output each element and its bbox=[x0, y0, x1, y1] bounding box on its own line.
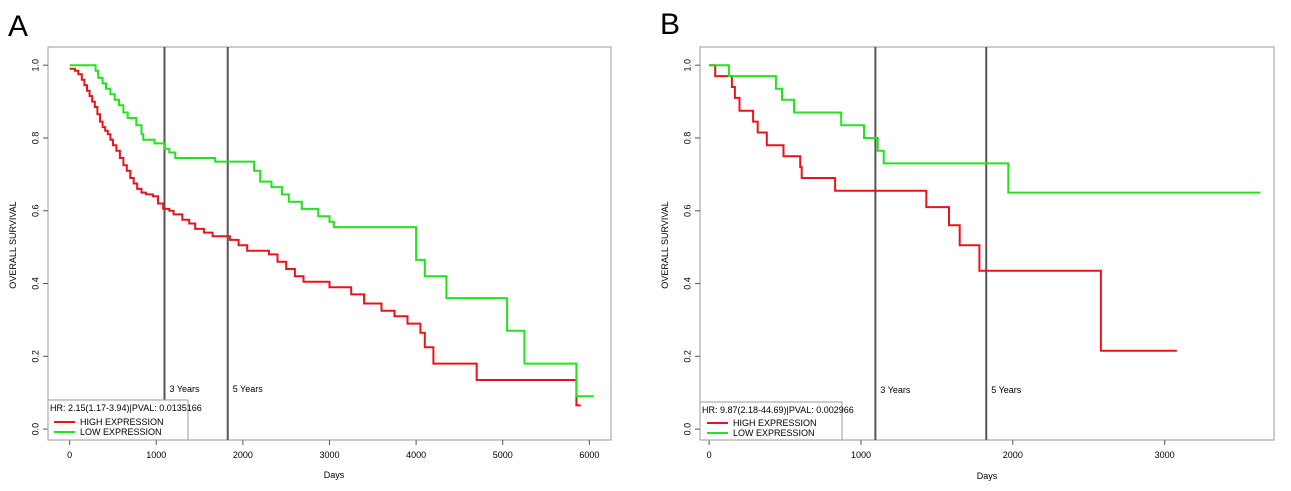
x-tick-label: 0 bbox=[707, 450, 712, 460]
y-tick-label: 0.8 bbox=[30, 132, 40, 145]
y-tick-label: 0.0 bbox=[682, 423, 692, 436]
x-tick-label: 3000 bbox=[319, 450, 339, 460]
x-axis-title: Days bbox=[977, 471, 998, 481]
panel-label: B bbox=[660, 8, 680, 41]
x-tick-label: 4000 bbox=[406, 450, 426, 460]
survival-curves bbox=[69, 64, 594, 407]
survival-curve-high bbox=[709, 64, 1177, 352]
y-tick-label: 0.6 bbox=[30, 204, 40, 217]
y-axis-title: OVERALL SURVIVAL bbox=[660, 201, 670, 288]
year-marker-label: 3 Years bbox=[169, 384, 200, 394]
y-tick-label: 0.4 bbox=[30, 277, 40, 290]
y-tick-label: 0.0 bbox=[30, 423, 40, 436]
survival-curve-low bbox=[69, 64, 594, 398]
y-tick-label: 0.8 bbox=[682, 132, 692, 145]
year-marker-label: 5 Years bbox=[233, 384, 264, 394]
legend: HR: 2.15(1.17-3.94)|PVAL: 0.0135166 HIGH… bbox=[47, 399, 202, 441]
x-tick-label: 0 bbox=[67, 450, 72, 460]
legend-label-high: HIGH EXPRESSION bbox=[733, 418, 817, 428]
legend-box bbox=[47, 399, 189, 441]
year-markers: 3 Years 5 Years bbox=[163, 47, 264, 440]
y-tick-label: 1.0 bbox=[30, 59, 40, 72]
year-markers: 3 Years 5 Years bbox=[874, 47, 1022, 440]
legend: HR: 9.87(2.18-44.69)|PVAL: 0.002966 HIGH… bbox=[699, 401, 854, 441]
survival-curves bbox=[709, 64, 1261, 352]
legend-stats: HR: 9.87(2.18-44.69)|PVAL: 0.002966 bbox=[702, 405, 854, 415]
y-tick-label: 0.2 bbox=[682, 350, 692, 363]
legend-label-low: LOW EXPRESSION bbox=[80, 427, 162, 437]
legend-label-low: LOW EXPRESSION bbox=[733, 428, 815, 438]
survival-curve-high bbox=[69, 67, 581, 407]
panel-label: A bbox=[8, 10, 28, 43]
year-marker-label: 5 Years bbox=[991, 385, 1022, 395]
legend-label-high: HIGH EXPRESSION bbox=[80, 417, 164, 427]
x-axis-title: Days bbox=[324, 470, 345, 480]
km-panel-a: A 0 1000 2000 3000 4000 5000 60000.00.20.40.60… bbox=[8, 10, 612, 480]
x-tick-label: 6000 bbox=[579, 450, 599, 460]
x-tick-label: 2000 bbox=[233, 450, 253, 460]
axis-ticks: 0 1000 2000 3000 4000 5000 6000 0.0 0.2 0.4 0.6 0.8… bbox=[30, 59, 599, 460]
x-tick-label: 5000 bbox=[493, 450, 513, 460]
year-marker-label: 3 Years bbox=[880, 385, 911, 395]
survival-curve-low bbox=[709, 64, 1261, 194]
x-tick-label: 1000 bbox=[851, 450, 871, 460]
x-tick-label: 3000 bbox=[1155, 450, 1175, 460]
axis-ticks: 0 1000 2000 3000 0.0 0.2 0.4 0.6 0.8 1.0 bbox=[682, 59, 1174, 460]
y-tick-label: 0.4 bbox=[682, 277, 692, 290]
y-tick-label: 0.2 bbox=[30, 350, 40, 363]
y-tick-label: 0.6 bbox=[682, 204, 692, 217]
x-tick-label: 1000 bbox=[146, 450, 166, 460]
y-tick-label: 1.0 bbox=[682, 59, 692, 72]
plot-frame bbox=[47, 46, 612, 441]
legend-stats: HR: 2.15(1.17-3.94)|PVAL: 0.0135166 bbox=[50, 403, 202, 413]
km-panel-b: B 0 1000 2000 3000 0.0 0.2 0.4 0.6 0.8 1.0 3 Year… bbox=[660, 8, 1275, 481]
x-tick-label: 2000 bbox=[1003, 450, 1023, 460]
y-axis-title: OVERALL SURVIVAL bbox=[8, 201, 18, 288]
